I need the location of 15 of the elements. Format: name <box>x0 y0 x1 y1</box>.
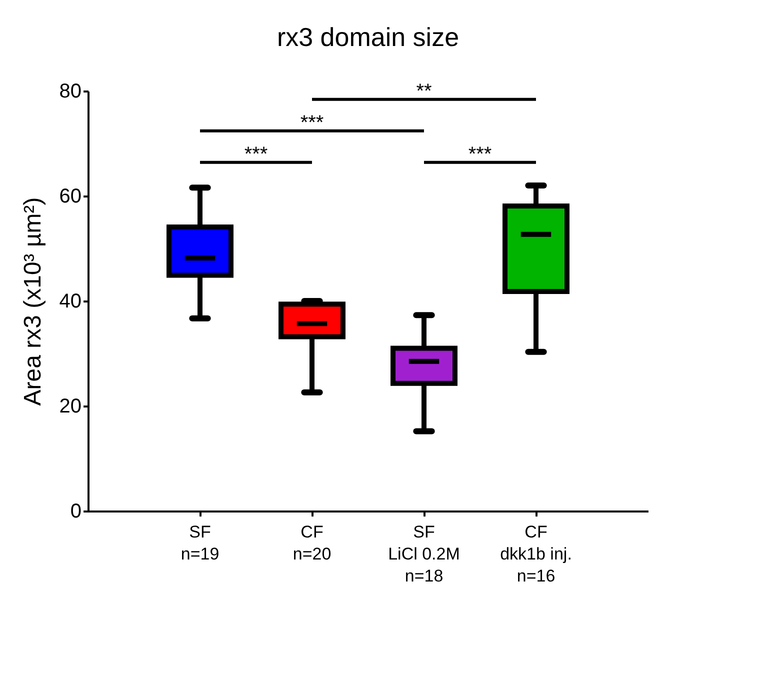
annotation: *** <box>300 112 324 134</box>
annotation: *** <box>244 143 268 166</box>
x-tick-label: CF n=20 <box>292 522 332 564</box>
annotation: ** <box>416 80 432 102</box>
annotation: *** <box>468 143 492 166</box>
y-tick-label: 20 <box>59 396 82 418</box>
x-tick-label: SF n=19 <box>180 522 220 564</box>
y-tick-label: 0 <box>70 500 82 522</box>
x-tick-label: SF LiCl 0.2M n=18 <box>388 522 460 586</box>
y-axis-title: Area rx3 (x10³ µm²) <box>19 197 46 406</box>
y-tick-label: 60 <box>59 186 82 208</box>
x-tick-label: CF dkk1b inj. n=16 <box>500 522 572 586</box>
y-tick-label: 80 <box>59 80 82 102</box>
y-tick-label: 40 <box>59 290 82 312</box>
chart-title: rx3 domain size <box>276 22 460 52</box>
